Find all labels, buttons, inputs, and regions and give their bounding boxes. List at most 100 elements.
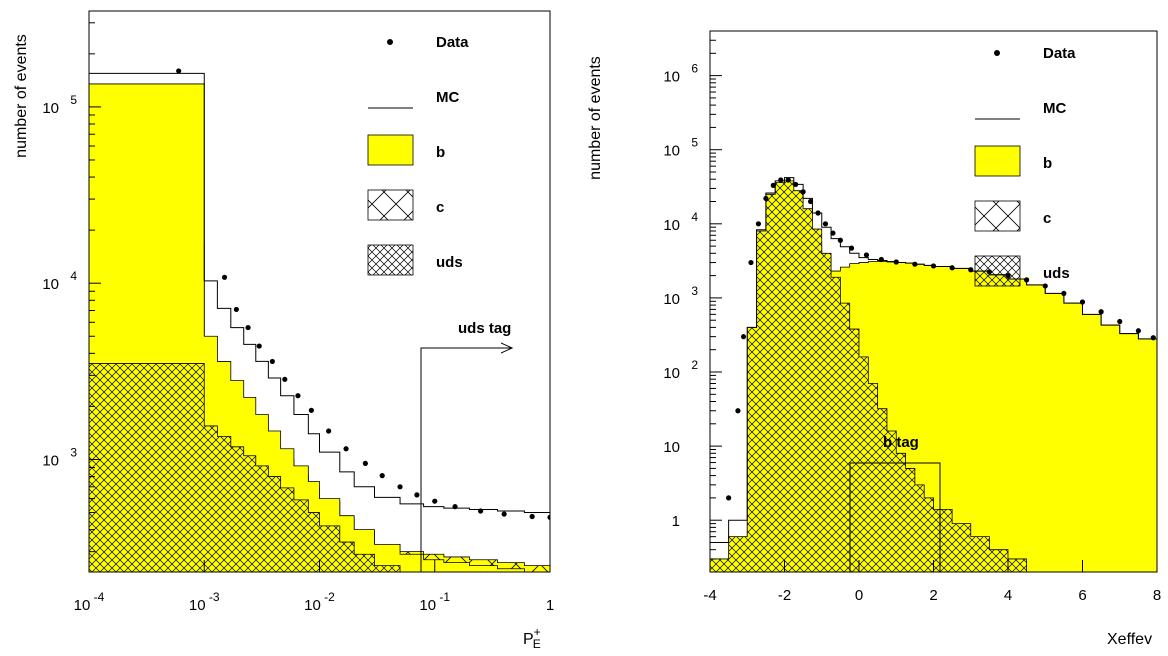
legend-label: c	[436, 199, 444, 216]
data-point	[748, 259, 754, 266]
data-point	[785, 177, 791, 183]
data-point	[800, 189, 806, 195]
y-tick-label: 10 3	[42, 445, 77, 469]
data-point	[269, 358, 275, 365]
data-point	[343, 446, 349, 452]
x-tick-label: 10 -4	[74, 590, 105, 614]
legend-marker-c	[974, 200, 1021, 232]
left-legend: Data MC b c uds	[367, 34, 469, 276]
x-tick-label: 8	[1153, 587, 1161, 604]
data-point	[863, 252, 870, 258]
data-point	[912, 261, 918, 267]
b-tag-region	[849, 462, 941, 573]
legend-label: c	[1043, 210, 1051, 227]
data-point	[848, 245, 855, 251]
right-y-axis-label: number of events	[587, 56, 604, 180]
data-point	[735, 408, 741, 414]
data-point	[1061, 290, 1067, 297]
series-mc	[710, 177, 1157, 544]
data-point	[529, 513, 535, 520]
right-plot-area	[710, 177, 1157, 572]
data-point	[221, 274, 228, 280]
y-tick-label: 10 2	[663, 358, 698, 382]
y-tick-label: 10 5	[42, 93, 77, 117]
data-point	[256, 343, 262, 349]
left-uds-tag-annotation: uds tag	[420, 320, 512, 572]
data-point	[282, 376, 288, 382]
legend-marker-data	[994, 50, 1000, 56]
data-point	[233, 306, 239, 313]
x-tick-label: 0	[855, 587, 863, 604]
data-point	[326, 428, 332, 434]
legend-label: uds	[1043, 265, 1070, 282]
data-point	[949, 265, 955, 271]
data-point	[1150, 335, 1156, 341]
right-legend: Data MC b c uds	[974, 45, 1076, 287]
y-tick-label: 10 4	[42, 269, 77, 293]
legend-label: MC	[1043, 100, 1066, 117]
data-point	[726, 495, 732, 501]
data-point	[740, 334, 747, 340]
data-point	[1098, 309, 1104, 315]
data-point	[414, 492, 420, 498]
data-point	[501, 511, 507, 517]
y-tick-label: 10 3	[663, 284, 698, 308]
legend-marker-uds	[974, 255, 1021, 287]
x-tick-label: -2	[778, 587, 791, 604]
data-point	[763, 195, 769, 202]
data-point	[362, 460, 368, 467]
x-tick-label: 1	[546, 597, 554, 614]
x-tick-label: 10 -1	[419, 590, 450, 614]
y-tick-label: 10 6	[663, 62, 698, 86]
data-point	[822, 221, 829, 227]
data-point	[830, 230, 836, 236]
data-point	[478, 508, 484, 514]
left-plot-area	[89, 68, 550, 572]
y-tick-label: 1	[672, 513, 680, 530]
x-tick-label: -4	[703, 587, 716, 604]
data-point	[968, 267, 974, 273]
b-tag-label: b tag	[883, 434, 919, 451]
data-point	[1135, 328, 1141, 334]
legend-label: b	[436, 144, 445, 161]
legend-marker-data	[387, 39, 393, 45]
legend-marker-uds	[367, 244, 414, 276]
series-uds	[89, 363, 550, 572]
legend-label: Data	[436, 34, 469, 51]
data-point	[1079, 299, 1086, 305]
y-tick-label: 10 5	[663, 136, 698, 160]
legend-label: uds	[436, 254, 463, 271]
uds-tag-label: uds tag	[458, 320, 511, 337]
data-point	[815, 210, 821, 216]
data-point	[793, 181, 799, 188]
data-point	[893, 259, 899, 265]
data-point	[547, 514, 550, 520]
data-point	[1042, 283, 1048, 289]
data-point	[930, 263, 937, 269]
right-b-tag-annotation: b tag	[849, 434, 941, 573]
data-point	[452, 504, 458, 510]
legend-label: MC	[436, 89, 459, 106]
data-point	[1117, 318, 1123, 325]
data-point	[379, 473, 385, 479]
x-tick-label: 10 -3	[189, 590, 220, 614]
left-x-axis-label: P+ E	[523, 625, 541, 651]
legend-label: Data	[1043, 45, 1076, 62]
x-tick-label: 2	[929, 587, 937, 604]
data-point	[755, 221, 762, 227]
data-point	[308, 407, 314, 413]
legend-label: b	[1043, 155, 1052, 172]
data-point	[432, 498, 438, 504]
data-point	[397, 484, 403, 490]
data-point	[1024, 277, 1030, 283]
x-tick-label: 4	[1004, 587, 1012, 604]
data-point	[245, 324, 251, 331]
data-point	[778, 177, 784, 183]
uds-tag-arrow	[420, 348, 512, 572]
legend-marker-b	[974, 145, 1021, 177]
